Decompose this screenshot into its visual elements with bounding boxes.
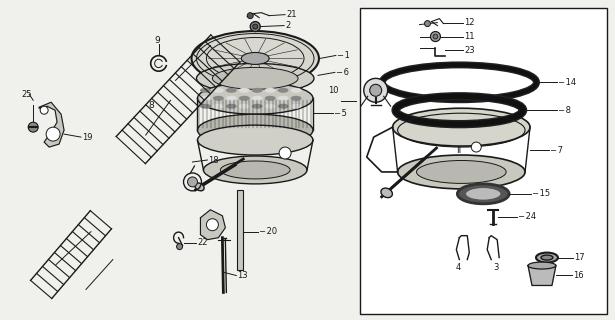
Ellipse shape (220, 161, 290, 179)
Ellipse shape (197, 82, 313, 114)
Ellipse shape (277, 104, 288, 109)
Circle shape (253, 24, 258, 29)
Polygon shape (200, 210, 225, 240)
Circle shape (188, 177, 197, 187)
Ellipse shape (264, 104, 276, 109)
Ellipse shape (200, 104, 211, 109)
Text: ─ 1: ─ 1 (337, 51, 350, 60)
Ellipse shape (416, 161, 506, 183)
Text: ─ 6: ─ 6 (336, 68, 349, 77)
Ellipse shape (398, 155, 525, 189)
Ellipse shape (241, 52, 269, 64)
Text: ─ 20: ─ 20 (259, 227, 277, 236)
Ellipse shape (277, 88, 288, 93)
Ellipse shape (541, 255, 553, 260)
Text: 9: 9 (154, 36, 161, 45)
Circle shape (279, 147, 291, 159)
Text: ─ 8: ─ 8 (558, 106, 571, 115)
Ellipse shape (204, 156, 307, 184)
Text: 2: 2 (285, 21, 290, 30)
Ellipse shape (200, 96, 211, 101)
Ellipse shape (200, 88, 211, 93)
Circle shape (471, 142, 482, 152)
Text: 19: 19 (82, 132, 92, 141)
Circle shape (430, 32, 440, 42)
Text: ─ 15: ─ 15 (532, 189, 550, 198)
Circle shape (40, 106, 48, 114)
Ellipse shape (528, 262, 556, 269)
Ellipse shape (239, 104, 250, 109)
Ellipse shape (195, 183, 204, 191)
Ellipse shape (239, 96, 250, 101)
Ellipse shape (239, 88, 250, 93)
Ellipse shape (458, 184, 509, 204)
Ellipse shape (213, 88, 224, 93)
Ellipse shape (277, 96, 288, 101)
Polygon shape (528, 266, 556, 285)
Bar (360, 8, 606, 314)
Ellipse shape (226, 96, 237, 101)
Text: ─ 7: ─ 7 (550, 146, 563, 155)
Circle shape (370, 84, 382, 96)
Text: 16: 16 (573, 271, 584, 280)
Ellipse shape (252, 88, 263, 93)
Ellipse shape (381, 188, 392, 198)
Ellipse shape (213, 96, 224, 101)
Bar (237, 190, 244, 269)
Text: 12: 12 (464, 18, 475, 27)
Text: 3: 3 (493, 263, 499, 272)
Text: 25: 25 (22, 90, 32, 99)
Text: II: II (456, 146, 462, 155)
Circle shape (363, 78, 387, 102)
Ellipse shape (212, 68, 298, 89)
Ellipse shape (536, 252, 558, 262)
Text: ─ 14: ─ 14 (558, 78, 576, 87)
Polygon shape (39, 102, 64, 147)
Ellipse shape (290, 88, 301, 93)
Ellipse shape (264, 88, 276, 93)
Circle shape (177, 244, 183, 250)
Ellipse shape (290, 104, 301, 109)
Text: 13: 13 (237, 271, 248, 280)
Text: 18: 18 (208, 156, 219, 164)
Text: 21: 21 (286, 10, 296, 19)
Circle shape (250, 22, 260, 32)
Text: 17: 17 (574, 253, 584, 262)
Text: 11: 11 (464, 32, 475, 41)
Text: ─ 24: ─ 24 (518, 212, 536, 221)
Ellipse shape (196, 63, 314, 93)
Ellipse shape (252, 96, 263, 101)
Ellipse shape (213, 104, 224, 109)
Circle shape (46, 127, 60, 141)
Ellipse shape (264, 96, 276, 101)
Text: 22: 22 (197, 238, 208, 247)
Ellipse shape (466, 188, 501, 200)
Text: 8: 8 (149, 101, 154, 110)
Text: 10: 10 (328, 86, 338, 95)
Ellipse shape (226, 88, 237, 93)
Text: ─ 5: ─ 5 (334, 109, 347, 118)
Text: 4: 4 (455, 263, 461, 272)
Circle shape (424, 20, 430, 27)
Text: 23: 23 (464, 46, 475, 55)
Ellipse shape (226, 104, 237, 109)
Circle shape (247, 13, 253, 19)
Ellipse shape (197, 125, 313, 155)
Circle shape (207, 219, 218, 231)
Ellipse shape (252, 104, 263, 109)
Ellipse shape (197, 114, 313, 146)
Ellipse shape (191, 31, 319, 86)
Circle shape (28, 122, 38, 132)
Ellipse shape (392, 108, 530, 146)
Ellipse shape (290, 96, 301, 101)
Circle shape (433, 34, 438, 39)
